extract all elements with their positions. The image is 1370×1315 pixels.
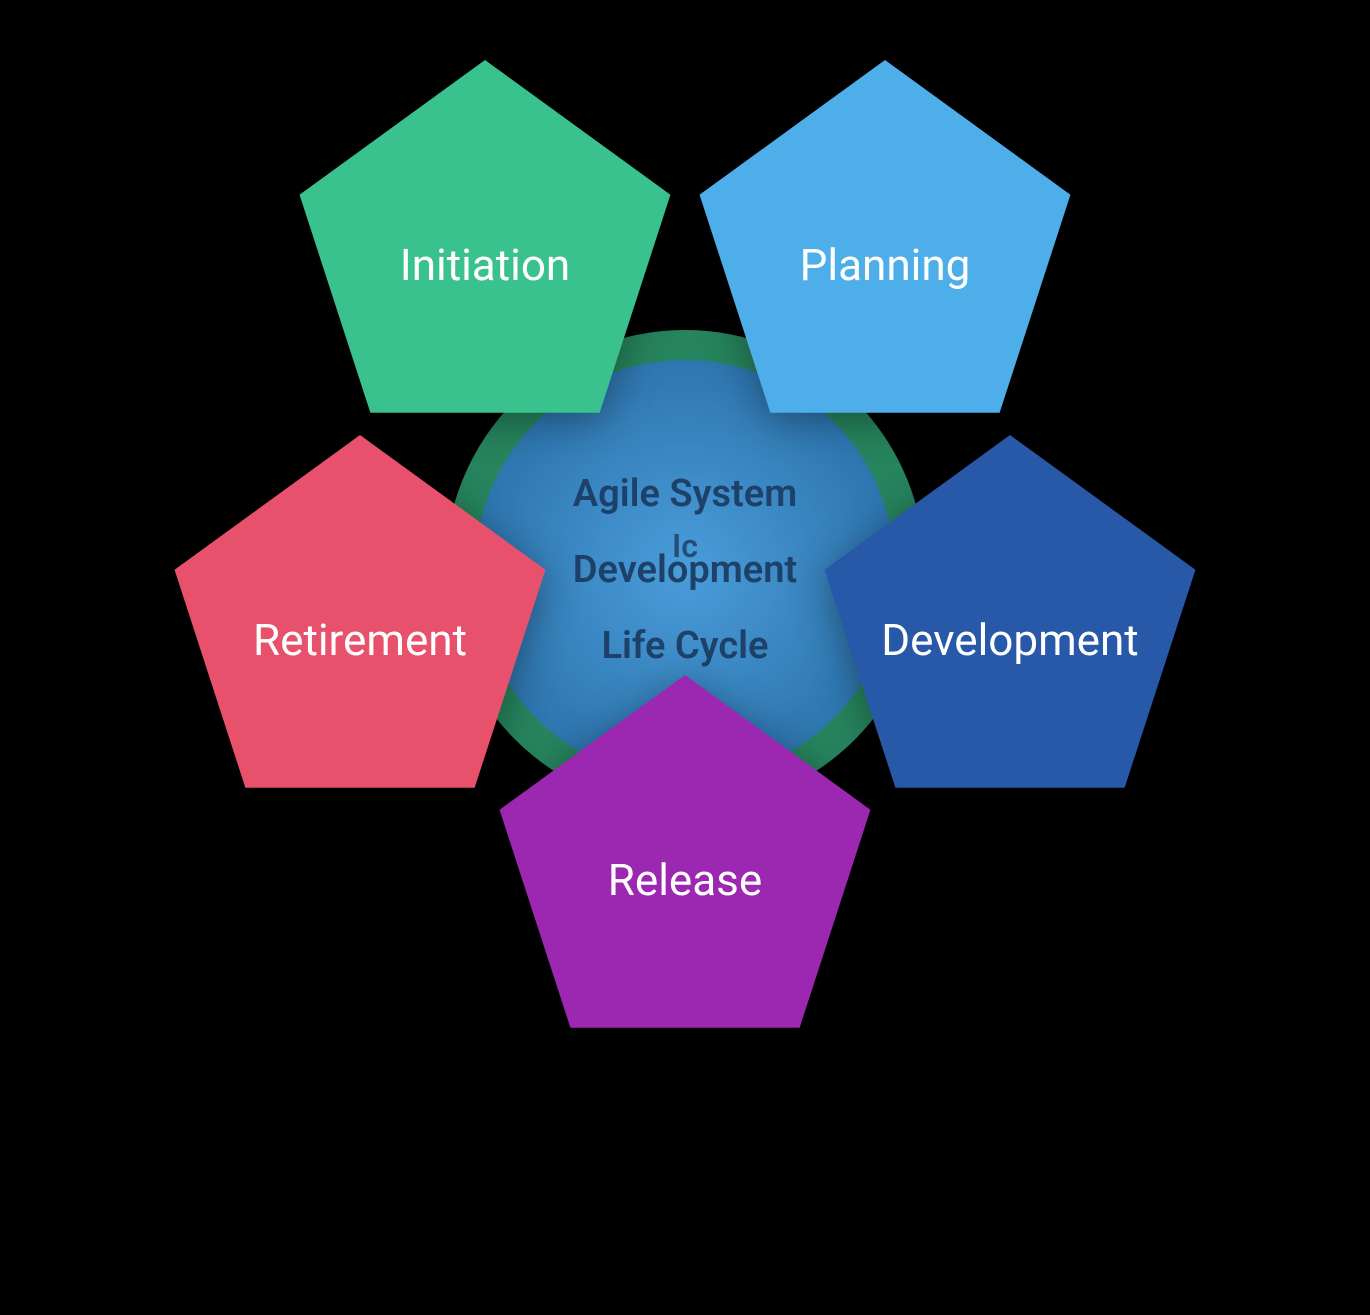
center-title: Agile System Ic Development Life Cycle (573, 456, 797, 684)
center-title-line-3: Life Cycle (573, 608, 797, 684)
center-title-behind-fragment: Ic (672, 514, 698, 578)
pentagon-planning: Planning (690, 60, 1080, 450)
sdlc-diagram-container: Agile System Ic Development Life Cycle I… (135, 20, 1235, 1120)
pentagon-initiation: Initiation (290, 60, 680, 450)
pentagon-retirement: Retirement (165, 435, 555, 825)
